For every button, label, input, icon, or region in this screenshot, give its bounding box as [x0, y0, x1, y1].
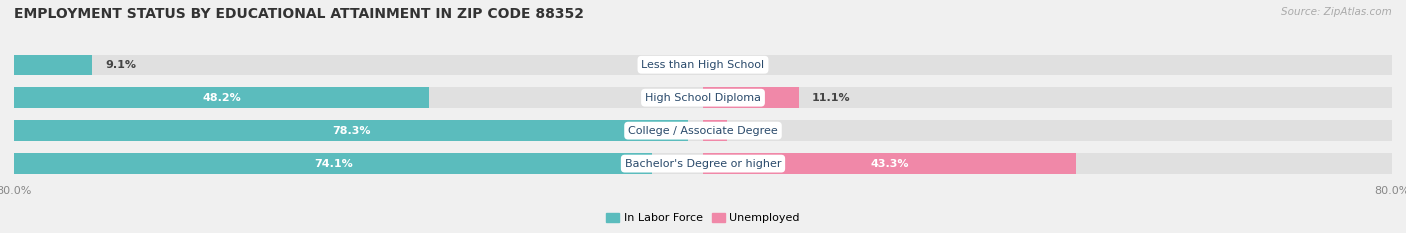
- Text: 11.1%: 11.1%: [811, 93, 851, 103]
- Bar: [14, 87, 429, 108]
- Bar: [14, 55, 1392, 75]
- Text: 74.1%: 74.1%: [314, 159, 353, 169]
- Legend: In Labor Force, Unemployed: In Labor Force, Unemployed: [602, 208, 804, 228]
- Text: College / Associate Degree: College / Associate Degree: [628, 126, 778, 136]
- Text: 9.1%: 9.1%: [105, 60, 136, 70]
- Text: 78.3%: 78.3%: [332, 126, 370, 136]
- Text: 43.3%: 43.3%: [870, 159, 908, 169]
- Text: Source: ZipAtlas.com: Source: ZipAtlas.com: [1281, 7, 1392, 17]
- Text: Less than High School: Less than High School: [641, 60, 765, 70]
- Bar: [14, 55, 93, 75]
- Bar: [14, 120, 689, 141]
- Bar: [14, 87, 1392, 108]
- Text: High School Diploma: High School Diploma: [645, 93, 761, 103]
- Text: 48.2%: 48.2%: [202, 93, 240, 103]
- Bar: [14, 153, 1392, 174]
- Bar: [14, 153, 652, 174]
- Bar: [14, 120, 1392, 141]
- Text: Bachelor's Degree or higher: Bachelor's Degree or higher: [624, 159, 782, 169]
- Text: 2.8%: 2.8%: [740, 126, 770, 136]
- Text: EMPLOYMENT STATUS BY EDUCATIONAL ATTAINMENT IN ZIP CODE 88352: EMPLOYMENT STATUS BY EDUCATIONAL ATTAINM…: [14, 7, 583, 21]
- Bar: [703, 87, 799, 108]
- Bar: [703, 120, 727, 141]
- Text: 0.0%: 0.0%: [716, 60, 747, 70]
- Bar: [703, 153, 1076, 174]
